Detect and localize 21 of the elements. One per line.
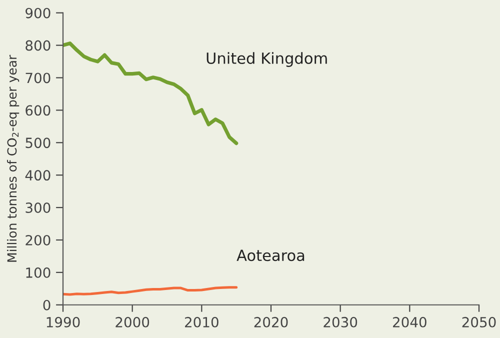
y-tick-label: 300 [26,202,50,214]
text: United Kingdom [206,52,327,67]
x-tick-label: 2010 [185,316,218,328]
x-tick-label: 2030 [324,316,358,328]
y-axis-title: Million tonnes of CO$_{2}$-eq per year [7,54,20,262]
y-tick-label: 0 [43,300,50,310]
y-tick-label: 200 [26,234,50,246]
x-tick-label: 2050 [462,316,496,328]
x-tick-label: 2020 [254,316,288,328]
y-tick-label: 700 [26,72,50,84]
y-tick-label: 500 [26,138,50,148]
y-tick-label: 800 [26,40,50,51]
y-tick-label: 600 [26,105,50,116]
line-series [63,286,238,296]
x-tick-label: 1990 [46,316,80,328]
x-tick-label: 2040 [393,316,426,328]
y-tick-label: 900 [26,8,50,18]
x-tick-label: 2000 [116,316,150,328]
series-label: Aotearoa [236,250,304,262]
y-tick-label: 100 [26,267,50,278]
y-tick-label: 400 [25,170,50,181]
